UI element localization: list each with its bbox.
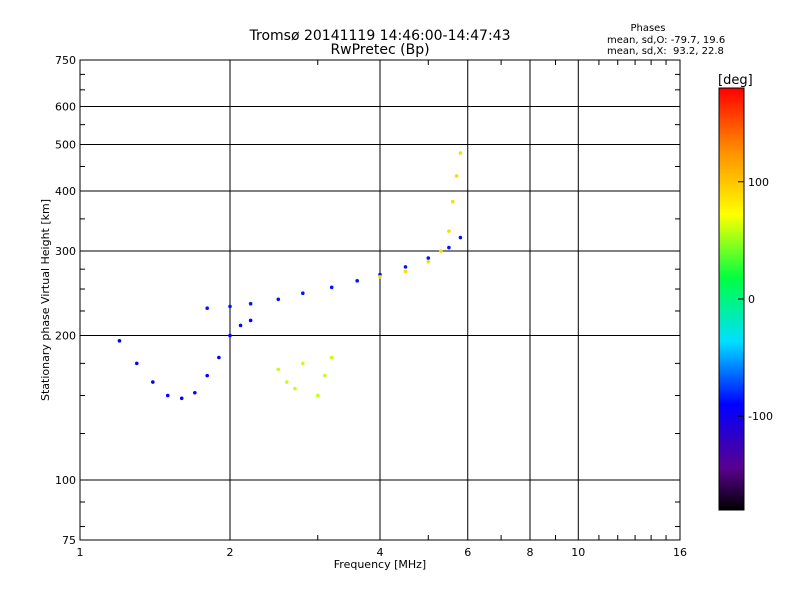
data-point xyxy=(403,269,408,274)
data-point xyxy=(451,199,455,204)
x-tick-label: 1 xyxy=(77,546,84,559)
data-point xyxy=(151,380,155,384)
data-point xyxy=(426,256,431,260)
colorbar-tick-label: 100 xyxy=(748,176,769,189)
data-point xyxy=(403,265,408,269)
colorbar-label: [deg] xyxy=(718,73,753,88)
data-point xyxy=(378,275,382,279)
data-point xyxy=(165,393,170,398)
data-point xyxy=(228,304,232,309)
data-point xyxy=(248,318,253,323)
x-axis-ticks: 1 2 4 6 8 10 16 xyxy=(77,60,687,559)
data-point xyxy=(458,235,463,240)
y-tick-label: 400 xyxy=(55,185,76,198)
y-tick-label: 750 xyxy=(55,54,76,67)
y-tick-label: 75 xyxy=(62,534,76,547)
x-tick-label: 4 xyxy=(377,546,384,559)
data-point xyxy=(323,373,327,378)
data-point xyxy=(454,174,459,178)
data-point xyxy=(248,301,253,306)
x-tick-label: 2 xyxy=(227,546,234,559)
y-tick-label: 500 xyxy=(55,139,76,152)
data-point xyxy=(134,361,139,366)
x-tick-label: 8 xyxy=(527,546,534,559)
x-axis-label: Frequency [MHz] xyxy=(334,558,426,571)
chart-subtitle: RwPretec (Bp) xyxy=(330,42,429,58)
y-tick-label: 200 xyxy=(55,330,76,343)
data-point xyxy=(117,339,122,343)
data-point xyxy=(238,323,243,328)
data-point xyxy=(284,380,289,384)
data-point xyxy=(205,306,209,311)
data-point xyxy=(276,297,281,302)
data-point xyxy=(458,151,463,155)
data-point xyxy=(193,390,197,395)
colorbar-ticks: 100 0 -100 xyxy=(738,176,773,423)
data-point xyxy=(301,361,305,366)
grid-lines xyxy=(80,60,680,540)
data-point xyxy=(205,373,209,378)
data-point xyxy=(217,355,221,360)
data-point xyxy=(426,259,431,264)
y-tick-label: 600 xyxy=(55,101,76,114)
data-point xyxy=(315,393,320,398)
y-axis-label: Stationary phase Virtual Height [km] xyxy=(39,199,52,401)
y-tick-label: 100 xyxy=(55,474,76,487)
stats-o-line: mean, sd,O: -79.7, 19.6 xyxy=(607,35,725,46)
data-point xyxy=(329,285,334,290)
x-tick-label: 6 xyxy=(464,546,471,559)
data-points xyxy=(117,151,463,401)
y-axis-ticks: 75 100 200 300 400 500 600 750 xyxy=(55,54,680,547)
y-tick-label: 300 xyxy=(55,245,76,258)
data-point xyxy=(439,249,443,253)
data-point xyxy=(293,386,297,391)
colorbar-tick-label: -100 xyxy=(748,410,773,423)
data-point xyxy=(447,245,451,250)
plot-frame xyxy=(79,59,681,541)
data-point xyxy=(301,291,305,296)
data-point xyxy=(329,355,334,360)
x-tick-label: 16 xyxy=(673,546,687,559)
data-point xyxy=(355,279,359,283)
colorbar-tick-label: 0 xyxy=(748,293,755,306)
data-point xyxy=(228,333,232,338)
stats-x-line: mean, sd,X: 93.2, 22.8 xyxy=(607,46,724,57)
data-point xyxy=(276,367,281,372)
x-tick-label: 10 xyxy=(571,546,585,559)
data-point xyxy=(179,396,184,401)
chart-title: Tromsø 20141119 14:46:00-14:47:43 xyxy=(249,28,511,44)
data-point xyxy=(447,229,451,233)
stats-heading: Phases xyxy=(630,23,665,34)
